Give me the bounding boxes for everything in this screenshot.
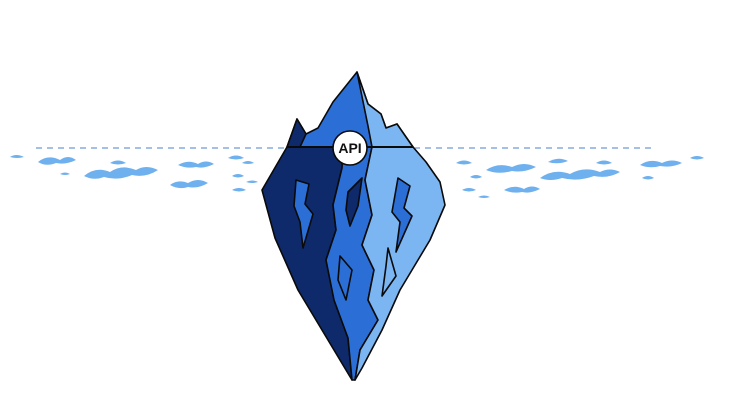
crevice-4 bbox=[381, 247, 397, 297]
crevice-5 bbox=[337, 255, 353, 301]
waves-right bbox=[456, 156, 704, 198]
iceberg-body-light bbox=[354, 146, 446, 381]
crevice-2 bbox=[345, 177, 363, 227]
iceberg-tip-light bbox=[356, 71, 414, 148]
api-badge: API bbox=[332, 130, 368, 166]
waves-left bbox=[10, 155, 258, 192]
iceberg bbox=[261, 71, 446, 381]
crevice-1 bbox=[293, 179, 314, 249]
api-badge-circle bbox=[332, 130, 368, 166]
crevice-3 bbox=[391, 177, 413, 253]
api-label: API bbox=[338, 140, 361, 156]
